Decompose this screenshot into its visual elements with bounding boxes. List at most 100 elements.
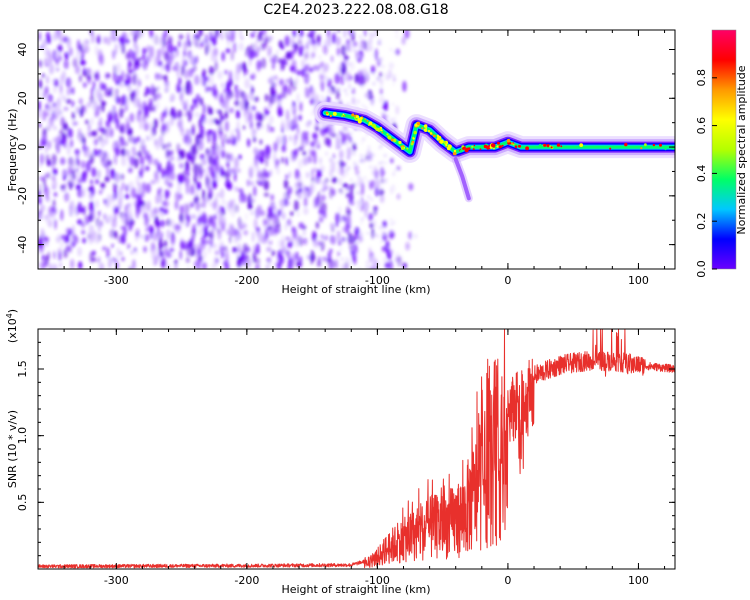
noise-blob: [59, 262, 62, 268]
noise-blob: [143, 59, 148, 71]
noise-blob: [242, 243, 248, 253]
noise-blob: [152, 37, 157, 44]
noise-blob: [193, 34, 200, 39]
noise-blob: [271, 250, 275, 257]
noise-blob: [88, 201, 95, 213]
noise-dot: [385, 114, 389, 119]
noise-blob: [101, 100, 105, 113]
noise-blob: [223, 69, 229, 75]
noise-blob: [176, 181, 182, 194]
noise-blob: [261, 171, 265, 178]
noise-blob: [180, 127, 185, 137]
noise-blob: [128, 181, 134, 190]
noise-dot: [359, 35, 362, 39]
noise-blob: [256, 257, 260, 265]
noise-blob: [321, 256, 328, 261]
noise-blob: [124, 194, 130, 199]
noise-blob: [220, 34, 224, 41]
noise-blob: [360, 206, 364, 212]
noise-blob: [384, 243, 390, 254]
noise-blob: [301, 59, 305, 69]
noise-blob: [280, 249, 285, 254]
noise-blob: [226, 34, 230, 43]
noise-blob: [130, 250, 134, 255]
y-tick-label: 1.0: [16, 427, 29, 445]
noise-blob: [71, 168, 75, 181]
noise-blob: [306, 77, 311, 82]
noise-blob: [354, 164, 359, 171]
noise-blob: [316, 34, 321, 43]
noise-blob: [347, 191, 353, 200]
noise-blob: [178, 162, 184, 169]
noise-dot: [379, 226, 383, 230]
ridge-hot-spot: [496, 145, 499, 148]
noise-dot: [381, 225, 385, 228]
noise-blob: [247, 106, 253, 111]
noise-blob: [404, 30, 410, 39]
noise-blob: [319, 200, 325, 210]
noise-blob: [106, 73, 111, 78]
noise-blob: [262, 176, 266, 184]
noise-blob: [372, 219, 377, 229]
noise-blob: [140, 141, 144, 153]
noise-blob: [282, 85, 288, 91]
noise-blob: [200, 76, 204, 86]
noise-blob: [38, 235, 42, 244]
noise-blob: [127, 48, 134, 60]
noise-blob: [389, 158, 394, 164]
noise-blob: [70, 258, 75, 269]
noise-blob: [321, 180, 327, 187]
noise-blob: [327, 88, 333, 94]
noise-blob: [229, 233, 232, 244]
noise-blob: [149, 30, 154, 39]
noise-blob: [125, 73, 129, 79]
noise-blob: [128, 127, 133, 136]
noise-blob: [134, 193, 139, 199]
noise-blob: [277, 107, 283, 115]
noise-blob: [71, 240, 76, 248]
noise-blob: [256, 122, 262, 127]
noise-blob: [335, 137, 341, 145]
ridge-hot-spot: [354, 117, 356, 119]
noise-blob: [241, 193, 247, 203]
noise-blob: [72, 224, 75, 236]
noise-blob: [338, 130, 344, 136]
x-tick-label: -100: [365, 574, 390, 587]
noise-blob: [215, 257, 219, 264]
noise-blob: [191, 155, 195, 165]
noise-blob: [327, 251, 332, 260]
ridge-hot-spot: [375, 127, 379, 131]
noise-blob: [137, 200, 143, 209]
noise-blob: [55, 30, 60, 34]
noise-blob: [175, 49, 179, 57]
noise-blob: [135, 86, 139, 98]
noise-blob: [317, 54, 322, 60]
noise-blob: [84, 45, 90, 53]
noise-blob: [81, 230, 86, 235]
noise-blob: [38, 88, 41, 100]
noise-blob: [94, 44, 99, 56]
noise-blob: [298, 187, 303, 193]
snr-series-line: [38, 329, 675, 569]
noise-blob: [359, 189, 365, 196]
y-tick-label: -20: [16, 187, 29, 205]
noise-blob: [126, 117, 129, 124]
noise-blob: [104, 138, 109, 145]
noise-blob: [144, 216, 149, 227]
noise-blob: [320, 234, 324, 240]
noise-blob: [310, 35, 315, 43]
noise-blob: [210, 51, 215, 62]
noise-blob: [113, 155, 118, 165]
noise-dot: [356, 207, 359, 210]
ridge-hot-spot: [471, 145, 474, 148]
noise-blob: [295, 251, 299, 261]
noise-blob: [96, 105, 100, 117]
noise-blob: [199, 153, 205, 160]
noise-blob: [306, 88, 311, 98]
noise-blob: [254, 264, 261, 269]
noise-blob: [414, 233, 418, 239]
noise-blob: [265, 263, 269, 269]
noise-blob: [250, 43, 255, 54]
